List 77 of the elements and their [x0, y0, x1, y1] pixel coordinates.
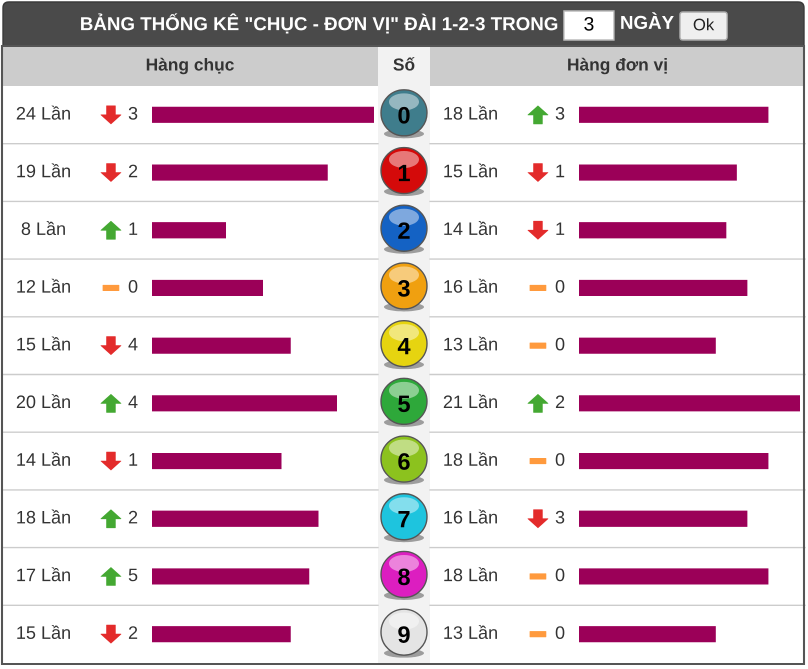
data-label: 3: [128, 106, 138, 120]
data-label: 16 Lần: [444, 278, 497, 293]
data-label: 0: [556, 338, 564, 350]
bar: [152, 106, 374, 123]
data-label: 17 Lần: [17, 567, 70, 582]
bar: [152, 222, 226, 238]
y-tick-label: 0: [398, 106, 410, 124]
data-label: 13 Lần: [444, 624, 497, 639]
data-label: 8 Lần: [22, 221, 65, 236]
y-axis-title: Số: [393, 57, 415, 71]
data-label: 21 Lần: [444, 394, 497, 408]
bar: [579, 338, 716, 354]
data-label: 24 Lần: [16, 106, 70, 120]
y-tick-label: 3: [398, 280, 410, 297]
chart-title: BẢNG THỐNG KÊ "CHỤC - ĐƠN VỊ" ĐÀI 1-2-3 TRONG: [81, 13, 558, 34]
data-label: 5: [128, 568, 138, 582]
data-label: 14 Lần: [17, 452, 70, 466]
data-label: 2: [556, 395, 564, 408]
data-label: 14 Lần: [444, 221, 497, 236]
data-label: 4: [128, 396, 138, 408]
text: Ok: [694, 18, 714, 30]
bar: [579, 222, 726, 238]
y-tick-label: 8: [398, 568, 410, 586]
bar: [152, 338, 291, 354]
data-label: 15 Lần: [17, 624, 70, 639]
data-label: 20 Lần: [16, 394, 70, 408]
bar: [579, 626, 716, 642]
data-label: 13 Lần: [444, 336, 497, 350]
data-label: 18 Lần: [444, 567, 497, 582]
data-label: 1: [129, 222, 138, 235]
data-label: 3: [556, 510, 564, 524]
data-label: 0: [556, 568, 564, 582]
data-label: 18 Lần: [17, 510, 70, 524]
y-tick-label: 5: [398, 396, 410, 412]
y-tick-label: 6: [398, 453, 410, 470]
data-label: 0: [128, 280, 138, 293]
y-tick-label: 2: [398, 222, 410, 239]
bar: [152, 395, 337, 412]
chart-title: Hàng đơn vị: [568, 58, 667, 74]
text: NGÀY: [621, 12, 674, 30]
data-label: 4: [128, 338, 138, 350]
data-label: 15 Lần: [444, 163, 497, 178]
data-label: 0: [556, 453, 564, 466]
y-tick-label: 4: [398, 338, 410, 354]
data-label: 12 Lần: [17, 278, 70, 293]
data-label: 3: [556, 106, 564, 120]
y-tick-label: 1: [398, 164, 410, 182]
chart-subtitle: Hàng chục: [146, 58, 234, 74]
data-label: 1: [129, 453, 138, 466]
bar: [152, 280, 263, 296]
data-label: 2: [128, 164, 138, 178]
data-label: 18 Lần: [444, 106, 497, 120]
bar: [152, 626, 291, 642]
data-label: 2: [128, 626, 138, 639]
data-label: 18 Lần: [444, 452, 497, 466]
bar: [152, 164, 328, 181]
data-label: 0: [556, 626, 564, 639]
bar: [579, 510, 748, 527]
bar: [579, 452, 768, 470]
bar: [579, 280, 748, 296]
bar: [152, 568, 310, 585]
data-label: 15 Lần: [17, 336, 70, 350]
bar: [579, 164, 737, 181]
data-label: 1: [556, 222, 564, 235]
data-label: 19 Lần: [17, 163, 70, 178]
data-label: 2: [128, 510, 138, 524]
y-tick-label: 9: [398, 626, 410, 643]
bar: [579, 395, 800, 412]
y-tick-label: 7: [398, 511, 410, 528]
data-label: 1: [556, 164, 564, 178]
bar: [579, 568, 768, 585]
text: 3: [584, 16, 594, 31]
bar: [152, 452, 282, 470]
data-label: 16 Lần: [444, 510, 497, 524]
bar: [579, 106, 768, 123]
bar: [152, 510, 318, 527]
data-label: 0: [556, 280, 564, 293]
